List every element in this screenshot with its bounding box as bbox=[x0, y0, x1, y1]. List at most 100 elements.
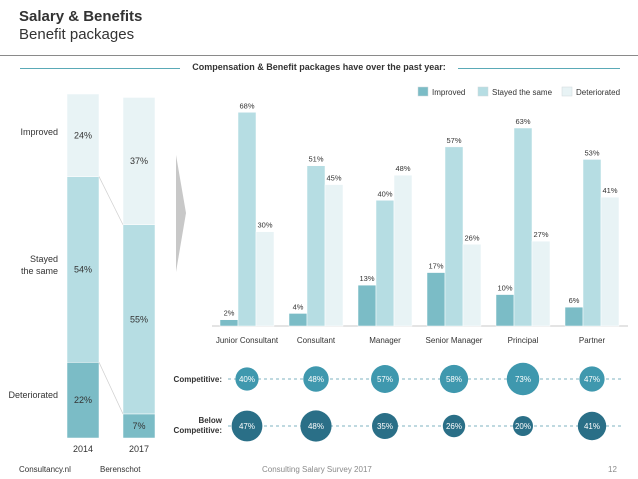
category-label: Manager bbox=[369, 336, 401, 345]
bar-value-label: 53% bbox=[584, 148, 599, 157]
stack-connector-line bbox=[98, 176, 124, 225]
bar-value-label: 45% bbox=[326, 174, 341, 183]
competitive-circle bbox=[303, 366, 329, 392]
row-label: the same bbox=[21, 266, 58, 276]
page-subtitle: Benefit packages bbox=[19, 26, 135, 43]
bar-value-label: 13% bbox=[359, 274, 374, 283]
bar-stayed-the-same-5 bbox=[582, 159, 602, 327]
section-title: Compensation & Benefit packages have ove… bbox=[192, 62, 446, 72]
legend-swatch bbox=[561, 86, 573, 97]
stack-segment-deteriorated-2014 bbox=[66, 362, 100, 439]
year-label-2014: 2014 bbox=[73, 444, 93, 454]
bar-deteriorated-2 bbox=[393, 174, 413, 327]
bar-value-label: 6% bbox=[569, 296, 580, 305]
stack-value-label: 24% bbox=[74, 130, 92, 140]
bar-improved-2 bbox=[357, 284, 377, 327]
competitive-value: 48% bbox=[308, 375, 324, 384]
below-competitive-circle bbox=[300, 410, 332, 442]
competitive-circle bbox=[371, 365, 399, 393]
page-title: Salary & Benefits bbox=[19, 8, 143, 25]
competitive-value: 47% bbox=[584, 375, 600, 384]
below-competitive-value: 47% bbox=[239, 422, 255, 431]
bar-value-label: 2% bbox=[224, 309, 235, 318]
footer-survey: Consulting Salary Survey 2017 bbox=[262, 465, 372, 474]
below-competitive-row-label: Competitive: bbox=[174, 426, 222, 435]
bar-stayed-the-same-3 bbox=[444, 146, 464, 327]
competitive-value: 57% bbox=[377, 375, 393, 384]
below-competitive-value: 20% bbox=[515, 422, 531, 431]
stack-value-label: 37% bbox=[130, 156, 148, 166]
page-number: 12 bbox=[608, 465, 617, 474]
below-competitive-value: 48% bbox=[308, 422, 324, 431]
bar-improved-3 bbox=[426, 272, 446, 327]
row-label: Deteriorated bbox=[8, 390, 58, 400]
footer-source: Consultancy.nl bbox=[19, 465, 71, 474]
bar-improved-5 bbox=[564, 306, 584, 327]
bar-value-label: 68% bbox=[239, 101, 254, 110]
competitive-value: 40% bbox=[239, 375, 255, 384]
competitive-circle bbox=[506, 362, 540, 396]
competitive-value: 73% bbox=[515, 375, 531, 384]
bar-deteriorated-3 bbox=[462, 244, 482, 327]
stack-value-label: 22% bbox=[74, 395, 92, 405]
category-label: Partner bbox=[579, 336, 606, 345]
competitive-circle bbox=[235, 367, 259, 391]
below-competitive-circle bbox=[442, 414, 466, 438]
bar-improved-0 bbox=[219, 319, 239, 327]
bar-improved-1 bbox=[288, 313, 308, 327]
bar-value-label: 4% bbox=[293, 302, 304, 311]
below-competitive-value: 26% bbox=[446, 422, 462, 431]
legend-swatch bbox=[417, 86, 429, 97]
below-competitive-row-label: Below bbox=[198, 416, 222, 425]
bar-value-label: 10% bbox=[497, 284, 512, 293]
stack-value-label: 7% bbox=[132, 421, 145, 431]
legend-label: Stayed the same bbox=[492, 88, 553, 97]
stack-segment-stayed-the-same-2014 bbox=[66, 176, 100, 363]
stack-segment-improved-2014 bbox=[66, 93, 100, 177]
competitive-circle bbox=[439, 364, 469, 394]
below-competitive-value: 41% bbox=[584, 422, 600, 431]
row-label: Stayed bbox=[30, 254, 58, 264]
legend-label: Deteriorated bbox=[576, 88, 620, 97]
competitive-circle bbox=[579, 366, 605, 392]
bar-value-label: 57% bbox=[446, 136, 461, 145]
below-competitive-value: 35% bbox=[377, 422, 393, 431]
stack-value-label: 55% bbox=[130, 314, 148, 324]
bar-value-label: 26% bbox=[464, 233, 479, 242]
competitive-row-label: Competitive: bbox=[174, 375, 222, 384]
category-label: Senior Manager bbox=[426, 336, 483, 345]
category-label: Principal bbox=[508, 336, 539, 345]
bar-value-label: 30% bbox=[257, 221, 272, 230]
bar-value-label: 17% bbox=[428, 262, 443, 271]
below-competitive-circle bbox=[372, 413, 398, 439]
bar-deteriorated-1 bbox=[324, 184, 344, 327]
category-label: Junior Consultant bbox=[216, 336, 279, 345]
stack-connector-line bbox=[98, 362, 124, 415]
chevron-arrow-icon bbox=[176, 155, 186, 272]
bar-value-label: 41% bbox=[602, 186, 617, 195]
bar-value-label: 27% bbox=[533, 230, 548, 239]
bar-stayed-the-same-2 bbox=[375, 200, 395, 327]
bar-stayed-the-same-1 bbox=[306, 165, 326, 327]
stack-segment-improved-2017 bbox=[122, 97, 156, 225]
section-line-right bbox=[458, 68, 620, 69]
stack-segment-stayed-the-same-2017 bbox=[122, 224, 156, 415]
below-competitive-circle bbox=[577, 411, 607, 441]
row-label: Improved bbox=[20, 127, 58, 137]
bar-deteriorated-4 bbox=[531, 240, 551, 327]
year-label-2017: 2017 bbox=[129, 444, 149, 454]
bar-value-label: 63% bbox=[515, 117, 530, 126]
legend-label: Improved bbox=[432, 88, 465, 97]
bar-stayed-the-same-0 bbox=[237, 112, 257, 327]
category-label: Consultant bbox=[297, 336, 336, 345]
legend-swatch bbox=[477, 86, 489, 97]
below-competitive-circle bbox=[513, 416, 533, 436]
bar-stayed-the-same-4 bbox=[513, 127, 533, 327]
footer-partner: Berenschot bbox=[100, 465, 141, 474]
bar-value-label: 51% bbox=[308, 155, 323, 164]
competitive-value: 58% bbox=[446, 375, 462, 384]
bar-deteriorated-5 bbox=[600, 196, 620, 327]
section-line-left bbox=[20, 68, 180, 69]
below-competitive-circle bbox=[231, 410, 263, 442]
